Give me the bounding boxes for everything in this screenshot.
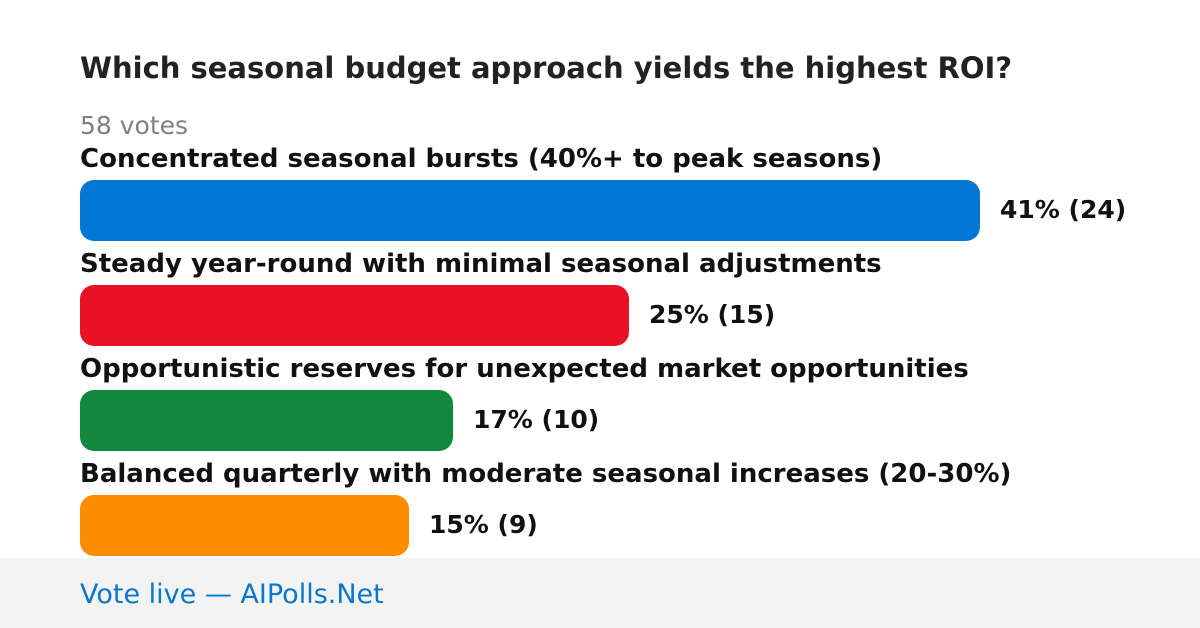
bar-value-label: 15% (9) xyxy=(429,510,538,539)
result-bar xyxy=(80,390,453,451)
bar-value-label: 41% (24) xyxy=(1000,195,1127,224)
poll-title: Which seasonal budget approach yields th… xyxy=(80,51,1013,85)
result-bar xyxy=(80,180,980,241)
vote-live-link[interactable]: Vote live — AIPolls.Net xyxy=(80,579,384,610)
option-label: Balanced quarterly with moderate seasona… xyxy=(80,459,1012,489)
bar-value-label: 25% (15) xyxy=(649,300,776,329)
vote-count: 58 votes xyxy=(80,111,189,140)
result-bar xyxy=(80,495,409,556)
footer-bar xyxy=(0,558,1200,628)
option-label: Opportunistic reserves for unexpected ma… xyxy=(80,354,969,384)
bar-value-label: 17% (10) xyxy=(473,405,600,434)
option-label: Steady year-round with minimal seasonal … xyxy=(80,249,882,279)
result-bar xyxy=(80,285,629,346)
option-label: Concentrated seasonal bursts (40%+ to pe… xyxy=(80,144,883,174)
